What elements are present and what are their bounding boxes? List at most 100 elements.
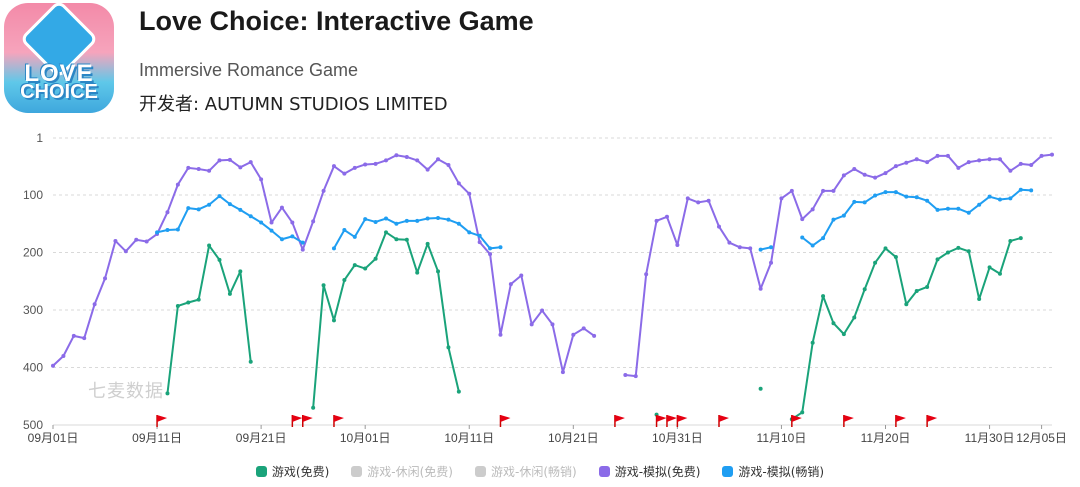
data-point [425, 241, 430, 246]
data-point [290, 220, 295, 225]
data-point [904, 302, 909, 307]
legend-swatch-icon [598, 466, 610, 477]
data-point [1018, 161, 1023, 166]
data-point [384, 158, 388, 163]
data-point [488, 252, 493, 257]
flag-icon [843, 415, 854, 422]
data-point [925, 284, 930, 289]
data-point [977, 202, 982, 207]
flag-icon [157, 415, 168, 422]
data-point [977, 158, 982, 163]
flag-icon [719, 415, 729, 422]
data-point [331, 164, 336, 169]
data-point [456, 181, 461, 186]
data-point [685, 196, 690, 201]
data-point [269, 228, 274, 233]
flag-icon [292, 415, 303, 422]
data-point [425, 216, 430, 221]
data-point [71, 333, 76, 338]
data-point [862, 172, 867, 177]
data-point [477, 240, 482, 245]
data-point [769, 260, 774, 265]
data-point [217, 257, 222, 262]
data-point [987, 265, 992, 270]
data-point [373, 219, 378, 224]
data-point [186, 300, 191, 305]
data-point [644, 272, 649, 277]
data-point [363, 217, 368, 222]
data-point [488, 246, 493, 251]
flag-icon [666, 415, 677, 422]
data-point [207, 168, 212, 173]
data-point [893, 164, 898, 169]
legend-item[interactable]: 游戏-休闲(免费) [351, 463, 453, 480]
data-point [436, 157, 441, 162]
data-point [789, 188, 794, 193]
data-point [997, 197, 1002, 202]
y-tick-label: 500 [23, 418, 43, 432]
legend-label: 游戏-模拟(畅销) [738, 465, 825, 479]
series-line [625, 153, 1053, 378]
data-point [717, 224, 721, 229]
x-tick-label: 09月21日 [236, 431, 287, 445]
data-point [175, 303, 180, 308]
data-point [904, 194, 909, 199]
data-point [467, 230, 472, 235]
data-point [321, 283, 326, 288]
x-tick-label: 09月11日 [132, 431, 182, 445]
data-point [425, 167, 430, 172]
data-point [977, 297, 982, 302]
data-point [446, 345, 451, 350]
data-point [331, 246, 336, 251]
data-point [290, 234, 295, 239]
app-icon-logo-line1: LOVE [24, 60, 94, 87]
legend-swatch-icon [255, 466, 267, 477]
legend-swatch-icon [474, 466, 486, 477]
data-point [300, 240, 305, 245]
y-tick-label: 300 [23, 303, 43, 317]
data-point [446, 163, 451, 168]
data-point [352, 263, 357, 268]
legend-item[interactable]: 游戏(免费) [255, 463, 329, 480]
legend-item[interactable]: 游戏-模拟(畅销) [722, 463, 824, 480]
data-point [248, 214, 253, 219]
data-point [186, 206, 191, 211]
flag-icon [302, 415, 313, 422]
data-point [987, 194, 992, 199]
data-point [373, 161, 378, 166]
data-point [196, 207, 201, 212]
x-tick-label: 12月05日 [1016, 431, 1067, 445]
data-point [467, 191, 472, 196]
data-point [404, 154, 409, 159]
data-point [342, 171, 347, 176]
legend-label: 游戏-模拟(免费) [614, 465, 701, 479]
data-point [810, 340, 815, 345]
legend-item[interactable]: 游戏-模拟(免费) [598, 463, 701, 480]
legend-item[interactable]: 游戏-休闲(畅销) [474, 463, 577, 480]
data-point [175, 227, 180, 232]
data-point [1029, 188, 1034, 193]
data-point [384, 216, 388, 221]
data-point [103, 276, 108, 281]
data-point [196, 297, 201, 302]
data-point [800, 410, 805, 415]
y-tick-label: 400 [23, 360, 43, 374]
data-point [831, 188, 836, 193]
data-point [810, 207, 815, 212]
data-point [873, 260, 878, 265]
data-point [904, 160, 909, 165]
data-point [342, 228, 347, 233]
data-point [519, 273, 524, 278]
data-point [841, 332, 846, 337]
data-point [404, 237, 409, 242]
data-point [883, 246, 888, 251]
data-point [935, 153, 940, 158]
data-point [415, 218, 420, 223]
data-point [914, 195, 919, 200]
data-point [821, 294, 826, 299]
data-point [165, 391, 170, 396]
data-point [956, 165, 961, 170]
data-point [841, 173, 846, 178]
data-point [186, 165, 191, 170]
data-point [633, 374, 638, 379]
